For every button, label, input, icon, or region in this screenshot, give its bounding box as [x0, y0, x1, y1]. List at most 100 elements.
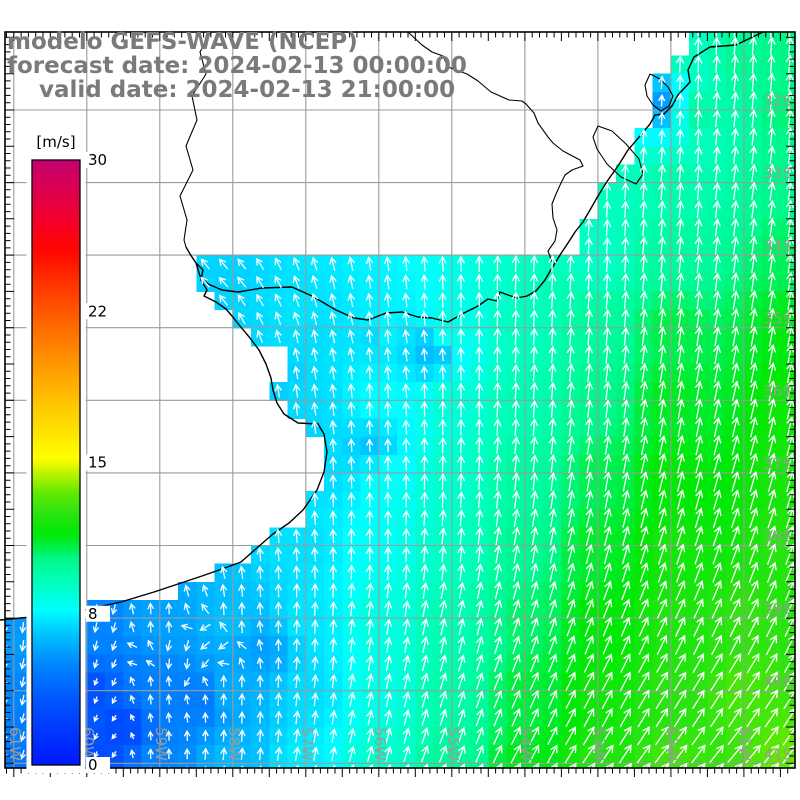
wind-arrow	[475, 454, 484, 472]
wind-arrow	[712, 362, 722, 383]
wind-arrow	[745, 744, 762, 764]
wind-arrow	[402, 255, 411, 272]
wind-arrow	[547, 726, 558, 745]
wind-arrow	[329, 365, 337, 380]
wind-arrow	[749, 181, 758, 201]
wind-arrow	[329, 510, 338, 526]
wind-arrow	[731, 326, 740, 347]
wind-arrow	[456, 309, 466, 327]
wind-arrow	[786, 434, 795, 456]
field-cell	[744, 781, 763, 800]
wind-arrow	[584, 308, 594, 328]
wind-arrow	[749, 90, 758, 110]
wind-arrow	[657, 236, 667, 255]
wind-arrow	[130, 786, 135, 794]
wind-arrow	[438, 273, 447, 290]
field-cell	[470, 763, 489, 768]
wind-arrow	[565, 653, 576, 673]
wind-arrow	[165, 658, 173, 670]
wind-arrow	[329, 474, 337, 489]
wind-arrow	[292, 293, 301, 307]
wind-arrow	[693, 580, 704, 601]
wind-arrow	[675, 580, 686, 601]
wind-arrow	[712, 236, 721, 255]
field-cell	[780, 237, 795, 256]
field-cell	[178, 781, 197, 800]
wind-arrow	[420, 274, 429, 290]
wind-arrow	[731, 471, 740, 492]
wind-arrow	[457, 672, 466, 690]
wind-arrow	[365, 419, 374, 435]
wind-arrow	[656, 616, 668, 637]
wind-arrow	[530, 562, 539, 582]
wind-arrow	[511, 381, 520, 400]
lat-label: 39S	[763, 600, 792, 618]
wind-arrow	[603, 453, 612, 474]
wind-arrow	[602, 653, 613, 673]
wind-arrow	[567, 507, 576, 528]
wind-arrow	[438, 472, 447, 490]
wind-arrow	[548, 345, 557, 364]
field-cell	[196, 781, 215, 800]
wind-arrow	[529, 653, 539, 673]
wind-arrow	[329, 292, 337, 308]
wind-arrow	[601, 689, 613, 710]
field-cell	[707, 32, 727, 38]
wind-arrow	[764, 671, 778, 692]
wind-arrow	[457, 690, 466, 708]
field-cell	[324, 763, 343, 768]
wind-arrow	[238, 619, 246, 634]
field-cell	[780, 745, 795, 764]
wind-arrow	[311, 746, 319, 761]
wind-arrow	[748, 525, 759, 547]
wind-arrow	[402, 709, 411, 726]
wind-arrow	[311, 383, 319, 398]
wind-arrow	[19, 640, 27, 652]
wind-arrow	[365, 636, 374, 653]
wind-arrow	[183, 584, 191, 597]
wind-arrow	[547, 744, 558, 764]
wind-arrow	[511, 345, 520, 363]
lat-label: 37S	[763, 455, 792, 473]
wind-arrow	[676, 416, 685, 438]
wind-arrow	[583, 671, 595, 691]
wind-arrow	[749, 325, 758, 347]
wind-arrow	[128, 602, 136, 615]
wind-arrow	[420, 617, 429, 636]
wind-arrow	[311, 692, 319, 707]
wind-arrow	[658, 398, 667, 420]
wind-arrow	[768, 434, 777, 456]
wind-arrow	[238, 657, 246, 669]
wind-arrow	[2, 786, 7, 795]
wind-arrow	[640, 453, 649, 474]
wind-arrow	[639, 398, 649, 419]
wind-arrow	[384, 437, 392, 453]
field-cell	[707, 763, 727, 768]
wind-arrow	[347, 292, 356, 308]
wind-arrow	[749, 36, 758, 56]
wind-arrow	[329, 619, 338, 634]
wind-arrow	[329, 691, 338, 707]
wind-arrow	[584, 236, 593, 254]
wind-arrow	[728, 653, 742, 674]
wind-arrow	[311, 329, 319, 344]
wind-arrow	[202, 693, 209, 705]
wind-arrow	[218, 294, 229, 306]
wind-arrow	[512, 598, 521, 618]
wind-arrow	[621, 544, 631, 565]
wind-arrow	[274, 692, 283, 706]
wind-arrow	[728, 782, 742, 799]
lon-label: 61W	[6, 727, 24, 761]
field-cell	[123, 781, 142, 800]
wind-arrow	[730, 235, 740, 255]
wind-arrow	[564, 744, 577, 764]
wind-arrow	[548, 327, 557, 345]
wind-arrow	[147, 693, 154, 705]
wind-arrow	[712, 326, 722, 347]
wind-arrow	[347, 456, 356, 471]
field-cell	[689, 763, 708, 768]
field-cell	[470, 781, 489, 800]
wind-arrow	[92, 640, 100, 652]
wind-arrow	[511, 436, 521, 455]
wind-arrow	[603, 525, 612, 546]
